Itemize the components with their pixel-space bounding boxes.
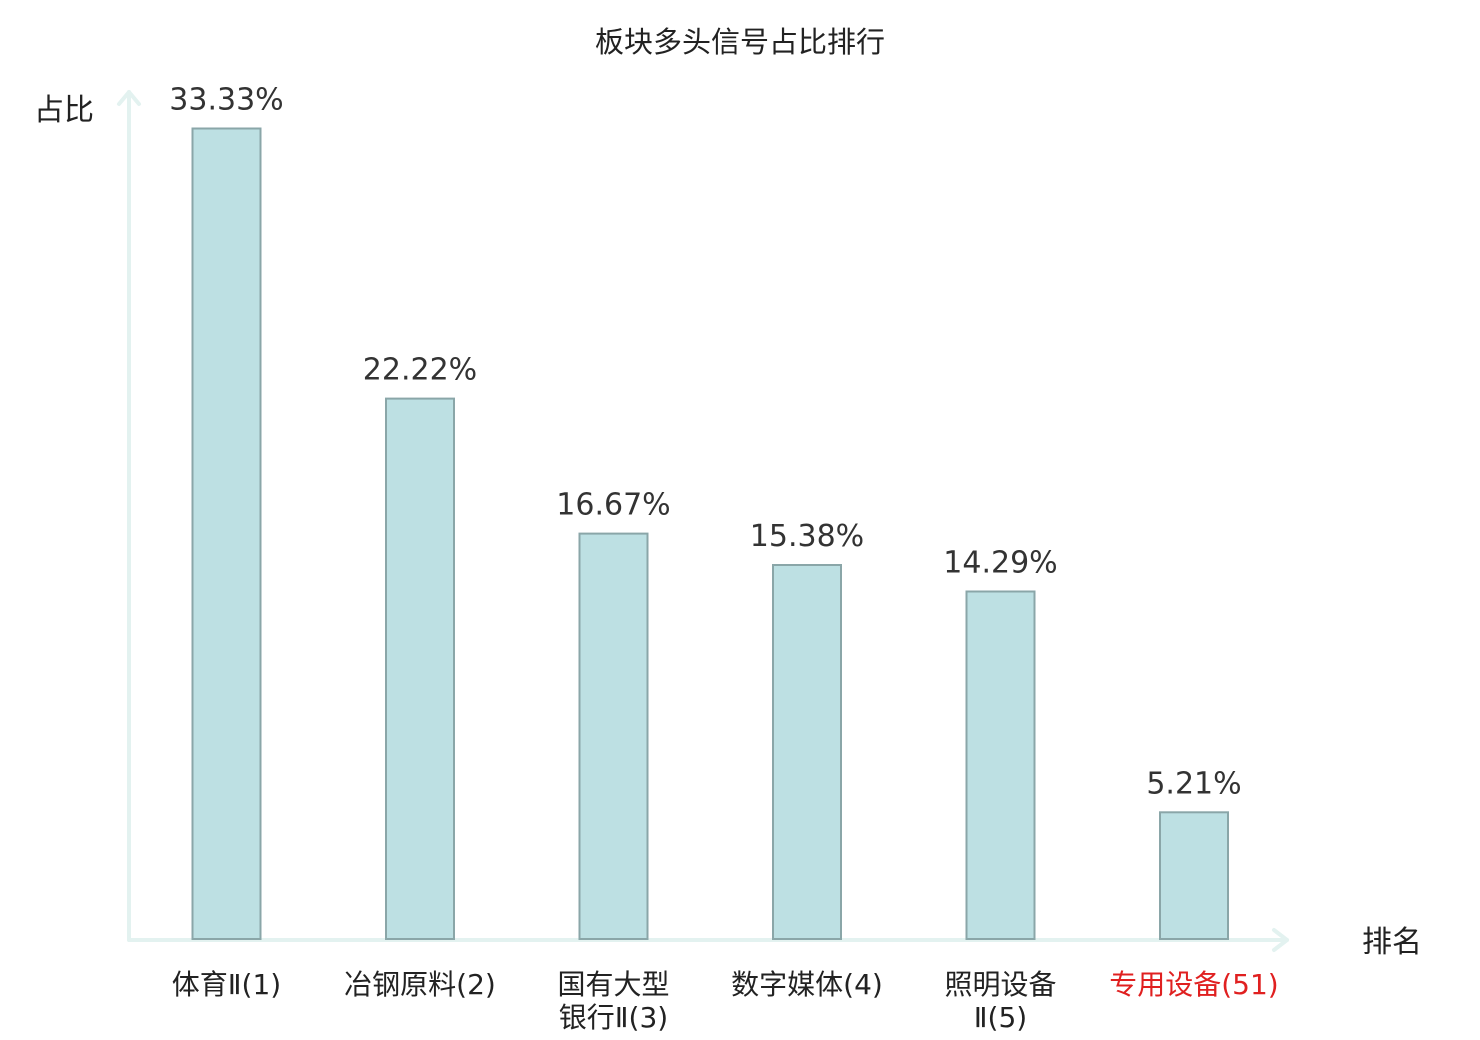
category-label-5: 照明设备 Ⅱ(5) — [944, 968, 1056, 1034]
chart-title: 板块多头信号占比排行 — [595, 25, 885, 59]
category-label-4: 数字媒体(4) — [731, 968, 883, 1001]
value-label-6: 5.21% — [1146, 766, 1241, 801]
value-label-1: 33.33% — [169, 83, 283, 118]
category-labels-group: 体育Ⅱ(1) 冶钢原料(2) 国有大型银行Ⅱ(3) 数字媒体(4) 照明设备 Ⅱ(5) 专用… — [172, 968, 1279, 1034]
value-label-5: 14.29% — [943, 546, 1057, 581]
category-label-2: 冶钢原料(2) — [344, 968, 496, 1001]
y-axis-arrow-icon — [117, 90, 141, 106]
bar-4 — [772, 564, 842, 940]
bars-group — [191, 127, 1229, 941]
category-label-3: 国有大型银行Ⅱ(3) — [557, 968, 669, 1034]
value-label-4: 15.38% — [750, 519, 864, 554]
category-label-line: Ⅱ(5) — [974, 1001, 1027, 1034]
bar-1 — [191, 127, 262, 940]
value-label-3: 16.67% — [556, 488, 670, 523]
y-axis: 占比 — [34, 90, 141, 942]
category-label-line: 数字媒体(4) — [731, 968, 883, 1001]
bar-3 — [578, 532, 649, 940]
x-axis-label: 排名 — [1362, 925, 1422, 960]
category-label-line: 专用设备(51) — [1109, 968, 1278, 1001]
category-label-line: 照明设备 — [944, 968, 1056, 1001]
value-label-2: 22.22% — [363, 353, 477, 388]
category-label-line: 冶钢原料(2) — [344, 968, 496, 1001]
bar-5 — [965, 590, 1036, 940]
category-label-1: 体育Ⅱ(1) — [172, 968, 281, 1001]
bar-2 — [385, 397, 455, 941]
x-axis-arrow-icon — [1272, 928, 1289, 952]
category-label-6: 专用设备(51) — [1109, 968, 1278, 1001]
value-labels-group: 33.33% 22.22% 16.67% 15.38% 14.29% 5.21% — [169, 83, 1241, 802]
category-label-line: 体育Ⅱ(1) — [172, 968, 281, 1001]
category-label-line: 银行Ⅱ(3) — [559, 1001, 668, 1034]
y-axis-label: 占比 — [34, 93, 94, 128]
category-label-line: 国有大型 — [557, 968, 669, 1001]
x-axis: 排名 — [127, 925, 1422, 960]
bar-6 — [1159, 811, 1229, 940]
